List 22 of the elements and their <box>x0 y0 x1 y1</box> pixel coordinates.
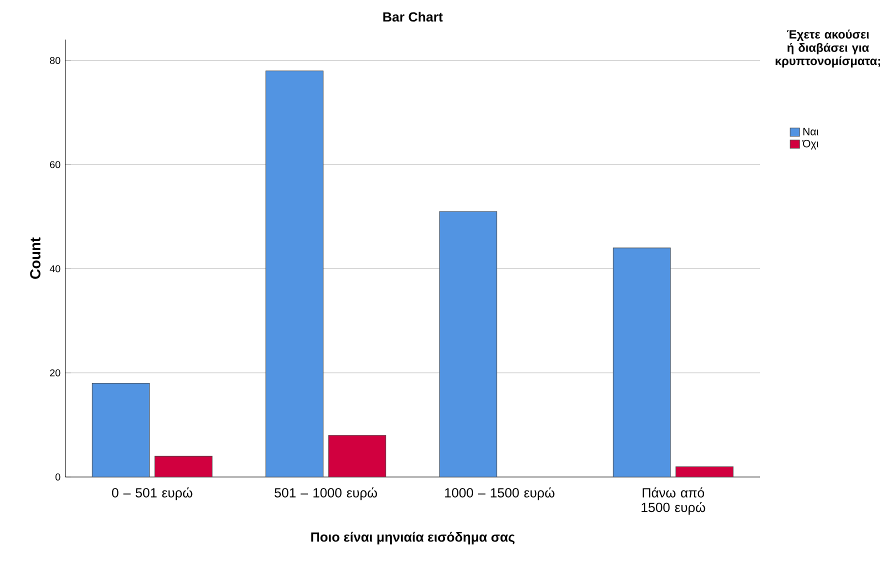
x-tick-label: 0 – 501 ευρώ <box>112 487 192 500</box>
legend-label: Ναι <box>803 128 818 136</box>
y-tick-label: 0 <box>55 473 60 481</box>
x-tick-label: 1000 – 1500 ευρώ <box>445 487 554 500</box>
y-tick-label: 40 <box>50 265 60 272</box>
bar <box>154 456 212 477</box>
x-axis-title: Ποιο είναι μηνιαία εισόδημα σας <box>311 532 515 544</box>
y-tick-label: 80 <box>50 56 60 64</box>
y-axis-title: Count <box>30 237 40 279</box>
x-tick-label: Πάνω από 1500 ευρώ <box>642 487 706 515</box>
legend-label: Όχι <box>802 140 818 150</box>
bar <box>439 211 498 477</box>
y-tick-label: 60 <box>50 161 60 168</box>
bar <box>328 435 386 477</box>
y-tick-label: 20 <box>50 369 60 376</box>
bar <box>92 383 150 477</box>
bar <box>676 466 734 477</box>
x-tick-label: 501 – 1000 ευρώ <box>274 487 378 500</box>
bar <box>266 70 324 477</box>
bar <box>612 248 671 477</box>
chart-title: Bar Chart <box>383 12 443 22</box>
legend-title: Έχετε ακούσει ή διαβάσει για κρυπτονομίσματα; <box>776 30 880 68</box>
